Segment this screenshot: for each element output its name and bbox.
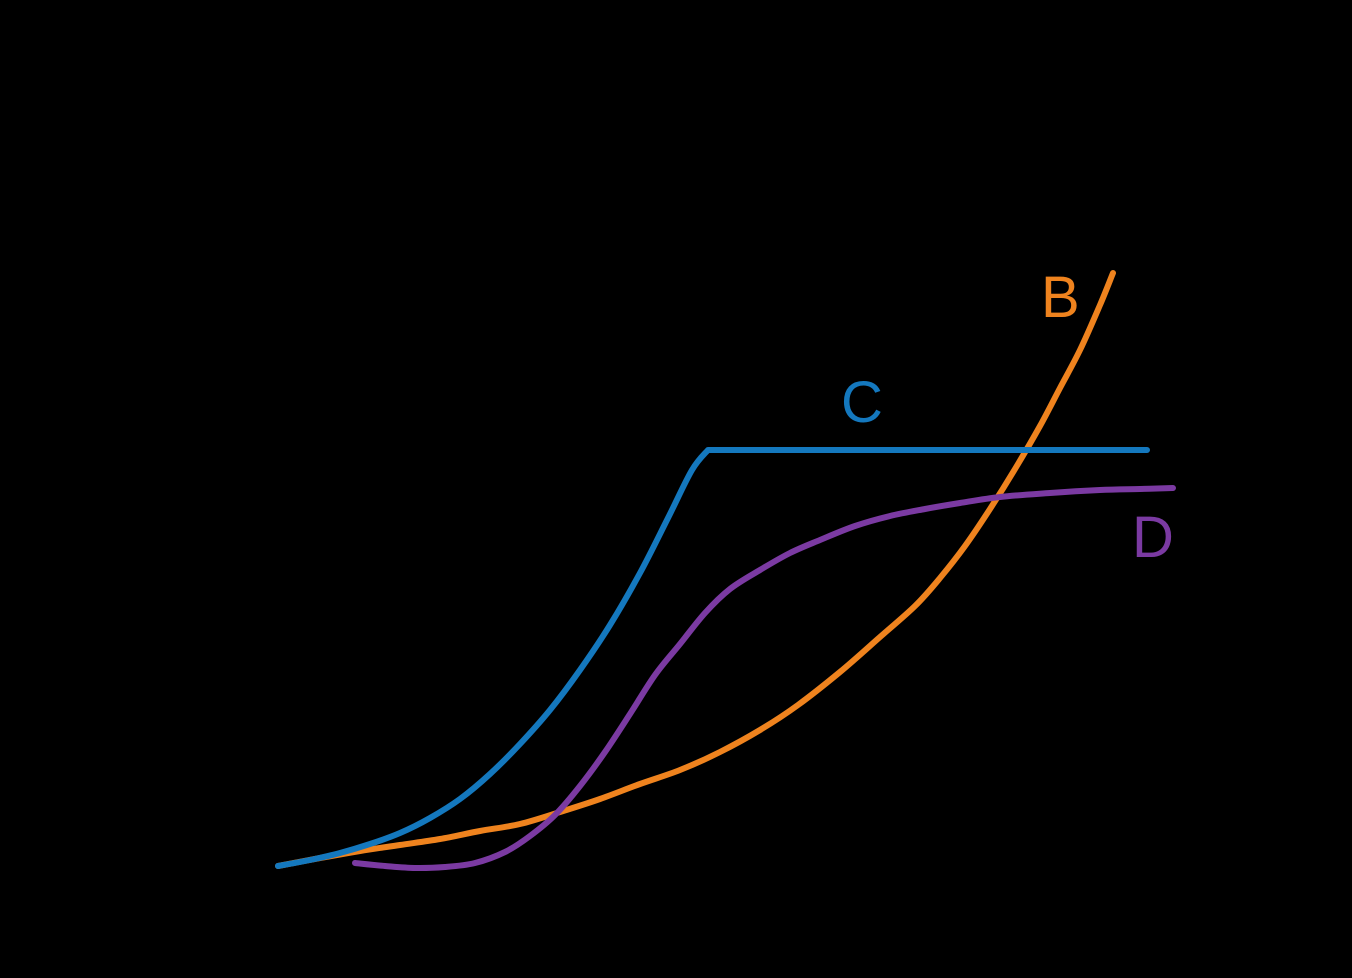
- curve-label-b: B: [1041, 265, 1080, 330]
- curve-b: [275, 270, 1116, 869]
- curve-c: [275, 447, 1150, 869]
- curve-group: [275, 270, 1176, 872]
- curve-label-c: C: [841, 370, 883, 435]
- curve-label-d: D: [1132, 505, 1174, 570]
- curve-d: [352, 485, 1176, 872]
